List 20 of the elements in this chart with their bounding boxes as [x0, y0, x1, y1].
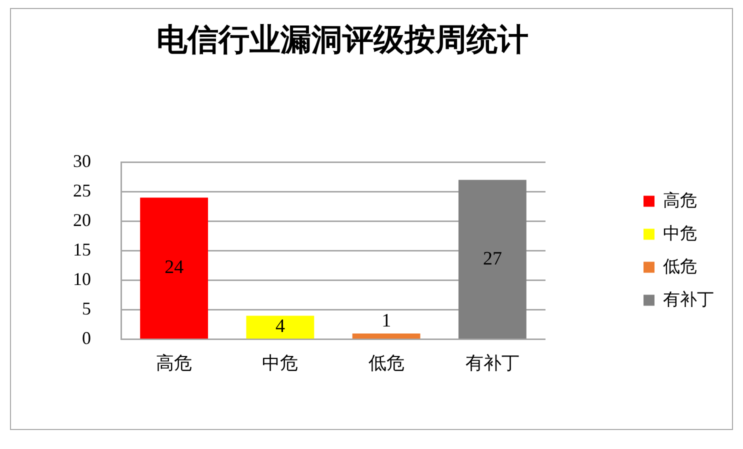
legend-label: 中危 — [663, 224, 697, 243]
y-tick-label: 20 — [73, 210, 91, 230]
y-tick-label: 25 — [73, 180, 91, 200]
legend-label: 高危 — [663, 190, 697, 210]
data-label: 4 — [275, 316, 286, 338]
y-tick-label: 10 — [73, 269, 91, 290]
legend-label: 低危 — [663, 256, 697, 276]
y-tick-label: 5 — [82, 298, 91, 319]
y-tick-label: 15 — [73, 240, 91, 260]
x-tick-label: 有补丁 — [465, 353, 520, 374]
legend-label: 有补丁 — [663, 290, 714, 309]
data-label: 27 — [482, 248, 502, 270]
x-tick-label: 中危 — [262, 353, 298, 374]
y-tick-label: 0 — [82, 328, 91, 348]
x-tick-label: 高危 — [156, 353, 192, 374]
x-tick-label: 低危 — [368, 353, 404, 374]
data-label: 24 — [164, 257, 184, 278]
data-label: 1 — [382, 310, 392, 332]
y-tick-label: 30 — [73, 150, 91, 171]
chart-title: 电信行业漏洞评级按周统计 — [156, 22, 528, 58]
